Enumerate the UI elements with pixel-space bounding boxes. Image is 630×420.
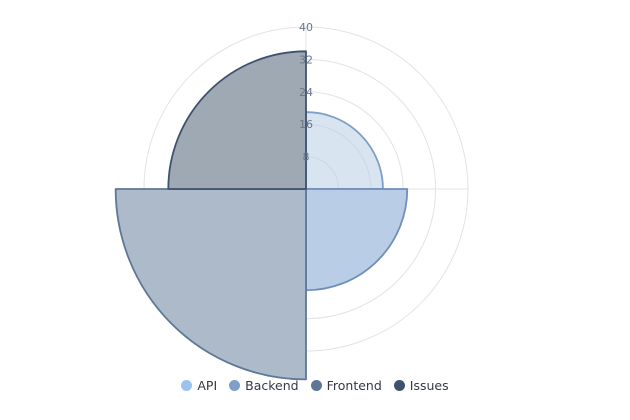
legend-swatch-frontend <box>310 379 322 391</box>
legend-swatch-backend <box>229 379 241 391</box>
legend: API Backend Frontend Issues <box>0 375 630 395</box>
legend-item-api[interactable]: API <box>181 378 217 393</box>
legend-item-issues[interactable]: Issues <box>393 377 449 393</box>
legend-label-issues: Issues <box>409 377 449 393</box>
legend-swatch-issues <box>393 379 405 391</box>
tick-label-24: 24 <box>299 86 313 99</box>
sector-issues[interactable] <box>167 50 307 190</box>
tick-label-32: 32 <box>299 53 313 66</box>
legend-swatch-api <box>181 379 193 391</box>
sector-api[interactable] <box>305 111 384 190</box>
legend-label-backend: Backend <box>245 377 299 393</box>
legend-item-backend[interactable]: Backend <box>229 377 299 393</box>
sector-frontend[interactable] <box>114 188 307 381</box>
tick-label-40: 40 <box>299 21 313 34</box>
tick-label-8: 8 <box>303 151 310 164</box>
sectors <box>114 50 409 381</box>
legend-item-frontend[interactable]: Frontend <box>310 377 382 393</box>
radial-tick-labels: 8 16 24 32 40 <box>299 21 313 164</box>
sector-backend[interactable] <box>305 188 409 292</box>
legend-label-frontend: Frontend <box>326 377 382 393</box>
tick-label-16: 16 <box>299 118 313 131</box>
legend-label-api: API <box>197 377 218 393</box>
